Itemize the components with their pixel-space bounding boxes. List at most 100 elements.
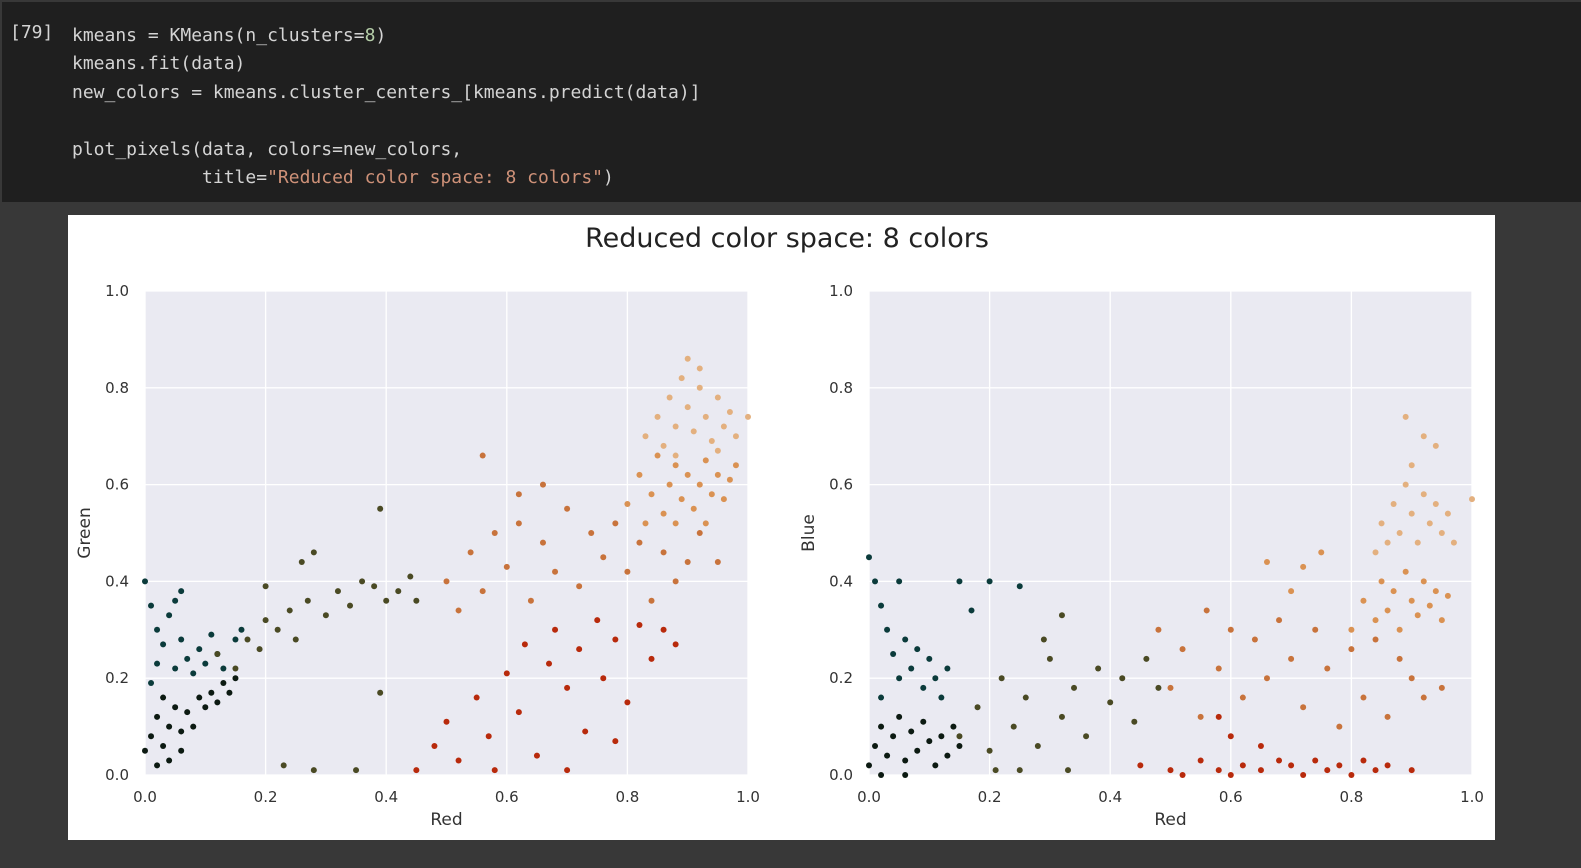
code-token: ): [603, 166, 614, 188]
data-point: [1408, 767, 1415, 774]
data-point: [926, 655, 933, 662]
code-editor[interactable]: [79] kmeans = KMeans(n_clusters=8) kmeans…: [2, 2, 1581, 202]
data-point: [708, 438, 715, 445]
data-point: [642, 520, 649, 527]
data-point: [708, 491, 715, 498]
code-token: plot_pixels(data, colors=new_colors,: [72, 138, 463, 160]
data-point: [968, 607, 975, 614]
data-point: [878, 723, 885, 730]
data-point: [190, 670, 197, 677]
data-point: [1469, 496, 1475, 503]
data-point: [914, 747, 921, 754]
data-point: [286, 607, 293, 614]
x-tick-label: 0.6: [1219, 788, 1243, 806]
data-point: [238, 626, 245, 633]
data-point: [636, 539, 643, 546]
data-point: [1288, 762, 1295, 769]
data-point: [1227, 626, 1234, 633]
code-text[interactable]: kmeans = KMeans(n_clusters=8) kmeans.fit(…: [72, 22, 701, 192]
data-point: [1408, 462, 1415, 469]
data-point: [696, 384, 703, 391]
data-point: [1215, 665, 1222, 672]
data-point: [1360, 694, 1367, 701]
y-axis-label: Blue: [799, 514, 819, 552]
data-point: [196, 646, 203, 653]
data-point: [1444, 592, 1451, 599]
y-tick-label: 0.4: [105, 572, 129, 590]
x-tick-label: 0.0: [857, 788, 881, 806]
data-point: [473, 694, 480, 701]
data-point: [902, 757, 909, 764]
data-point: [226, 689, 233, 696]
data-point: [1197, 713, 1204, 720]
data-point: [1227, 733, 1234, 740]
data-point: [600, 554, 607, 561]
y-tick-label: 0.6: [105, 476, 129, 494]
data-point: [1167, 767, 1174, 774]
data-point: [1432, 500, 1439, 507]
data-point: [214, 651, 221, 657]
data-point: [515, 520, 522, 527]
data-point: [1095, 665, 1102, 672]
data-point: [172, 704, 179, 711]
data-point: [1203, 607, 1210, 614]
data-point: [866, 762, 872, 769]
data-point: [732, 433, 739, 440]
data-point: [938, 733, 945, 740]
data-point: [539, 539, 546, 546]
data-point: [636, 621, 643, 628]
data-point: [944, 752, 951, 759]
data-point: [1372, 617, 1379, 624]
data-point: [310, 767, 317, 774]
data-point: [232, 636, 239, 643]
x-tick-label: 0.6: [495, 788, 519, 806]
data-point: [1432, 588, 1439, 595]
data-point: [1384, 539, 1391, 546]
data-point: [310, 549, 317, 556]
data-point: [208, 689, 215, 696]
data-point: [1288, 588, 1295, 595]
data-point: [672, 423, 679, 430]
data-point: [720, 496, 727, 503]
y-tick-label: 0.6: [829, 476, 853, 494]
data-point: [262, 583, 269, 590]
data-point: [1107, 699, 1114, 706]
data-point: [166, 723, 173, 730]
data-point: [1312, 757, 1319, 764]
plot-area: [145, 291, 748, 775]
data-point: [956, 742, 963, 749]
data-point: [353, 767, 360, 774]
data-point: [377, 505, 384, 512]
data-point: [395, 588, 402, 595]
data-point: [1058, 713, 1065, 720]
code-token: kmeans = KMeans(n_clusters=: [72, 25, 365, 46]
data-point: [1438, 684, 1445, 691]
data-point: [479, 452, 486, 459]
data-point: [612, 738, 619, 745]
data-point: [172, 665, 179, 672]
y-tick-label: 0.4: [829, 572, 853, 590]
data-point: [1227, 772, 1234, 778]
data-point: [896, 713, 903, 720]
data-point: [1257, 767, 1264, 774]
data-point: [672, 578, 679, 585]
cell-output: 0.0 0.2 0.4 0.6 0.8 1.0 0.0 0.2 0.4 0.6 0.8 1.0 Red G…: [68, 215, 1495, 840]
data-point: [1239, 762, 1246, 769]
data-point: [154, 713, 161, 720]
data-point: [383, 597, 390, 604]
y-tick-label: 0.8: [829, 379, 853, 397]
data-point: [908, 665, 915, 672]
data-point: [726, 476, 733, 483]
data-point: [714, 394, 721, 401]
data-point: [678, 375, 685, 382]
data-point: [654, 452, 661, 459]
data-point: [564, 684, 571, 691]
data-point: [1384, 607, 1391, 614]
data-point: [1402, 413, 1409, 420]
data-point: [334, 588, 341, 595]
data-point: [1336, 723, 1343, 730]
data-point: [902, 636, 909, 643]
data-point: [1276, 757, 1283, 764]
data-point: [1438, 530, 1445, 536]
